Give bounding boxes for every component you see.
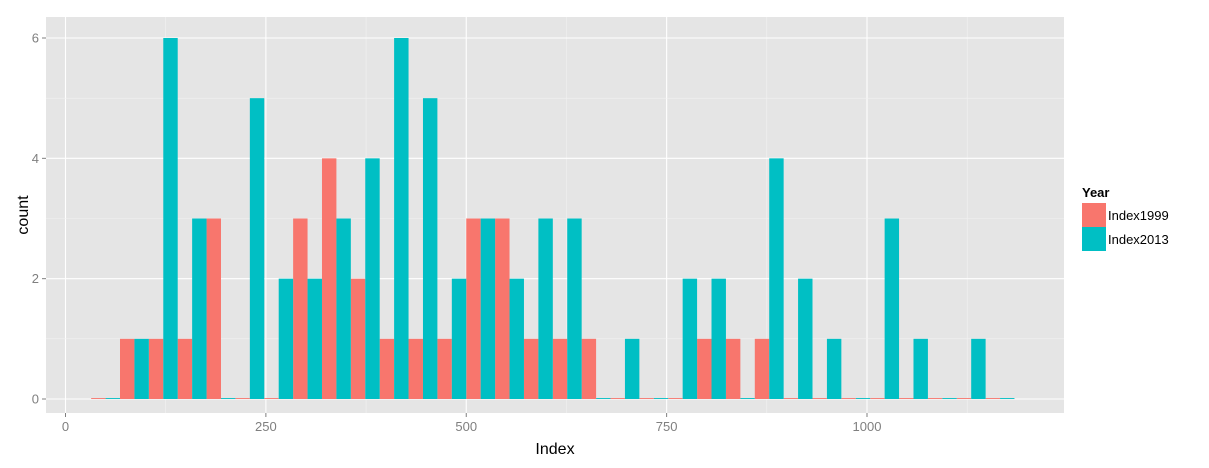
y-tick-label: 2: [32, 271, 39, 286]
bar-index1999: [235, 398, 250, 399]
bar-index1999: [148, 338, 164, 399]
bar-index2013: [192, 218, 207, 399]
x-axis-title: Index: [535, 441, 574, 458]
bar-index1999: [899, 398, 914, 399]
bar-index1999: [91, 398, 106, 399]
bar-index2013: [653, 398, 669, 399]
x-tick-label: 0: [62, 419, 69, 434]
bar-index2013: [278, 278, 294, 399]
bar-index1999: [408, 338, 423, 399]
y-axis-title: count: [15, 195, 32, 235]
legend-key-index2013: [1082, 227, 1106, 251]
bar-index2013: [105, 398, 121, 399]
bar-index1999: [783, 398, 799, 399]
bar-index2013: [682, 278, 698, 399]
bar-index1999: [120, 338, 135, 399]
bar-index2013: [365, 158, 380, 399]
bar-index2013: [596, 398, 611, 399]
bar-index2013: [826, 338, 842, 399]
bar-index2013: [336, 218, 351, 399]
bar-index1999: [523, 338, 539, 399]
bar-index1999: [495, 218, 510, 399]
bar-index2013: [913, 338, 928, 399]
bar-index2013: [307, 278, 322, 399]
bar-index2013: [971, 338, 986, 399]
bar-index1999: [177, 338, 193, 399]
y-axis: 0 2 4 6: [32, 31, 46, 407]
bar-index1999: [293, 218, 308, 399]
bar-index1999: [927, 398, 943, 399]
bar-index1999: [581, 338, 597, 399]
bar-index1999: [870, 398, 885, 399]
bar-index2013: [249, 98, 265, 400]
bar-index2013: [884, 218, 900, 399]
x-tick-label: 250: [255, 419, 277, 434]
x-tick-label: 500: [455, 419, 477, 434]
bar-index2013: [163, 38, 178, 399]
bar-index2013: [855, 398, 871, 399]
bar-index1999: [956, 398, 972, 399]
bar-index2013: [422, 98, 438, 400]
bar-index2013: [740, 398, 755, 399]
bar-index1999: [321, 158, 337, 399]
legend-label: Index2013: [1108, 232, 1169, 247]
bar-index2013: [798, 278, 813, 399]
bar-index2013: [769, 158, 784, 399]
bar-index1999: [264, 398, 279, 399]
x-tick-label: 750: [656, 419, 678, 434]
bar-index1999: [985, 398, 1001, 399]
bar-index1999: [812, 398, 827, 399]
x-axis: 0 250 500 750 1000: [62, 413, 882, 434]
bar-index1999: [206, 218, 221, 399]
bar-index2013: [567, 218, 582, 399]
bar-index2013: [220, 398, 236, 399]
legend: Year Index1999 Index2013: [1082, 185, 1169, 251]
bar-index1999: [437, 338, 452, 399]
bar-index1999: [379, 338, 395, 399]
bar-index2013: [451, 278, 467, 399]
bar-index2013: [942, 398, 957, 399]
bar-index1999: [697, 338, 712, 399]
bar-index1999: [466, 218, 481, 399]
bar-index1999: [610, 398, 625, 399]
legend-key-index1999: [1082, 203, 1106, 227]
bar-index1999: [668, 398, 683, 399]
bar-index1999: [552, 338, 568, 399]
bar-index2013: [394, 38, 409, 399]
y-tick-label: 4: [32, 151, 39, 166]
legend-title: Year: [1082, 185, 1109, 200]
bar-index2013: [538, 218, 553, 399]
x-tick-label: 1000: [853, 419, 882, 434]
bar-index1999: [639, 398, 654, 399]
bar-index1999: [350, 278, 366, 399]
bar-index1999: [754, 338, 770, 399]
bars: [91, 38, 1015, 400]
bar-index1999: [725, 338, 741, 399]
bar-index1999: [841, 398, 856, 399]
bar-index2013: [711, 278, 726, 399]
bar-index2013: [480, 218, 496, 399]
bar-index2013: [134, 338, 149, 399]
legend-label: Index1999: [1108, 208, 1169, 223]
y-tick-label: 0: [32, 392, 39, 407]
bar-index2013: [624, 338, 640, 399]
bar-index2013: [1000, 398, 1015, 399]
bar-index2013: [509, 278, 524, 399]
y-tick-label: 6: [32, 31, 39, 46]
